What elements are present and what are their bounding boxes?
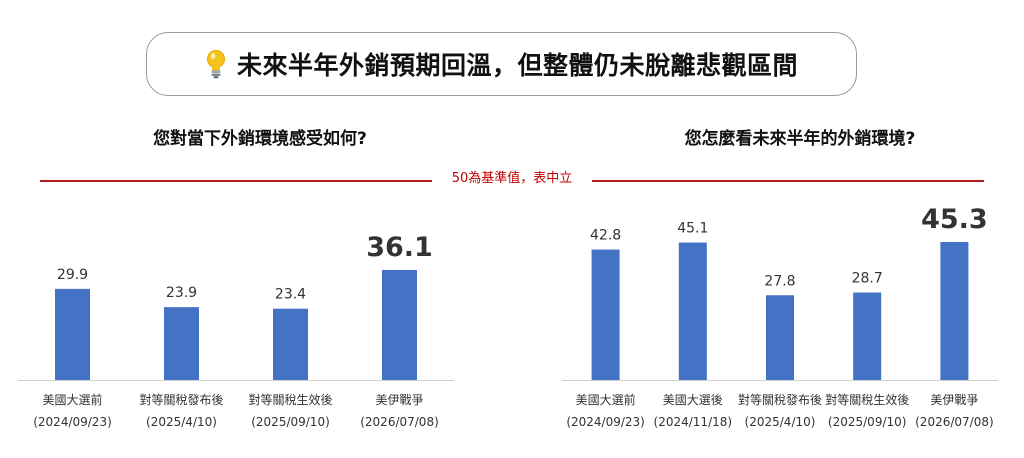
left-category-label-3-1: 對等關稅生效後: [248, 392, 332, 407]
left-bar-1: [55, 288, 90, 380]
left-category-label-1-1: 美國大選前: [42, 392, 102, 407]
right-category-label-4-1: 對等關稅生效後: [825, 392, 909, 407]
left-category-label-4-1: 美伊戰爭: [375, 393, 423, 407]
right-category-label-1-2: (2024/09/23): [566, 415, 645, 429]
right-category-label-5-2: (2026/07/08): [915, 415, 994, 429]
right-bar-2: [678, 242, 707, 380]
left-category-label-3-2: (2025/09/10): [251, 415, 330, 429]
left-data-label-4: 36.1: [366, 232, 433, 263]
right-category-label-5-1: 美伊戰爭: [930, 393, 978, 407]
right-category-label-1-1: 美國大選前: [576, 392, 636, 407]
right-category-label-3-2: (2025/4/10): [745, 415, 816, 429]
right-category-label-3-1: 對等關稅發布後: [738, 392, 822, 407]
left-data-label-2: 23.9: [166, 285, 197, 301]
right-chart-title: 您怎麼看未來半年的外銷環境?: [684, 129, 916, 149]
left-data-label-1: 29.9: [57, 267, 88, 283]
left-chart-title: 您對當下外銷環境感受如何?: [153, 129, 367, 149]
right-category-label-4-2: (2025/09/10): [828, 415, 907, 429]
right-category-label-2-2: (2024/11/18): [654, 415, 733, 429]
left-category-label-4-2: (2026/07/08): [360, 415, 439, 429]
right-bar-1: [591, 249, 620, 380]
baseline-line-left: [40, 180, 432, 182]
right-category-label-2-1: 美國大選後: [663, 393, 723, 407]
right-data-label-2: 45.1: [677, 221, 708, 237]
headline-box: 未來半年外銷預期回溫，但整體仍未脫離悲觀區間: [146, 32, 857, 96]
left-data-label-3: 23.4: [275, 287, 306, 303]
baseline-line-right: [592, 180, 984, 182]
left-category-label-1-2: (2024/09/23): [33, 415, 112, 429]
baseline-label: 50為基準值，表中立: [432, 170, 592, 188]
left-bar-2: [164, 307, 199, 380]
left-bar-3: [273, 308, 308, 380]
right-data-label-5: 45.3: [921, 204, 988, 235]
headline-title: 未來半年外銷預期回溫，但整體仍未脫離悲觀區間: [236, 51, 798, 80]
left-bar-4: [382, 269, 417, 380]
right-bar-3: [766, 295, 794, 380]
left-category-label-2-2: (2025/4/10): [146, 415, 217, 429]
right-bar-5: [940, 241, 969, 380]
right-bar-4: [853, 292, 882, 380]
right-data-label-3: 27.8: [764, 273, 795, 289]
lightbulb-icon: [206, 50, 225, 79]
right-data-label-4: 28.7: [852, 271, 883, 287]
left-category-label-2-1: 對等關稅發布後: [139, 392, 223, 407]
right-data-label-1: 42.8: [590, 228, 621, 244]
